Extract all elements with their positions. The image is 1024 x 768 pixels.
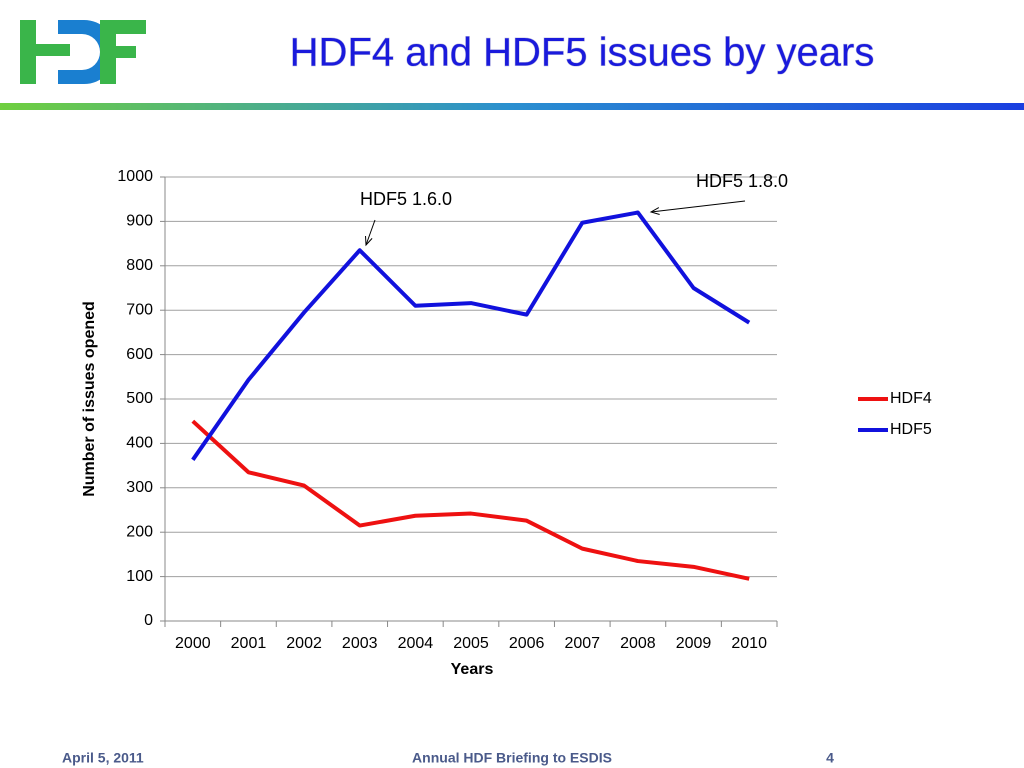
series-line xyxy=(191,419,750,581)
x-tick-label: 2007 xyxy=(564,635,600,652)
legend-label: HDF4 xyxy=(890,390,932,407)
x-tick-label: 2006 xyxy=(509,635,545,652)
annotation-arrow xyxy=(365,219,376,246)
legend-label: HDF5 xyxy=(890,421,932,438)
y-tick-label: 900 xyxy=(126,213,153,230)
series-line xyxy=(191,210,751,461)
footer-page: 4 xyxy=(826,750,834,766)
y-tick-label: 100 xyxy=(126,568,153,585)
x-tick-label: 2010 xyxy=(731,635,767,652)
y-axis-label: Number of issues opened xyxy=(81,301,98,497)
y-tick-label: 1000 xyxy=(117,168,153,185)
x-tick-label: 2009 xyxy=(676,635,712,652)
x-tick-label: 2005 xyxy=(453,635,489,652)
header-rule xyxy=(0,103,1024,110)
y-tick-label: 0 xyxy=(144,612,153,629)
y-tick-label: 200 xyxy=(126,523,153,540)
x-axis-label: Years xyxy=(451,661,494,678)
x-tick-label: 2001 xyxy=(231,635,267,652)
x-tick-label: 2000 xyxy=(175,635,211,652)
annotation-arrowhead xyxy=(365,235,373,247)
x-tick-label: 2002 xyxy=(286,635,322,652)
footer-event: Annual HDF Briefing to ESDIS xyxy=(412,750,612,766)
y-tick-label: 500 xyxy=(126,390,153,407)
footer-date: April 5, 2011 xyxy=(62,750,144,766)
slide-title: HDF4 and HDF5 issues by years xyxy=(290,31,875,75)
x-tick-label: 2003 xyxy=(342,635,378,652)
annotation: HDF5 1.8.0 xyxy=(696,171,788,191)
annotation-arrow xyxy=(650,200,746,213)
y-tick-label: 300 xyxy=(126,479,153,496)
x-tick-label: 2004 xyxy=(398,635,434,652)
y-tick-label: 600 xyxy=(126,346,153,363)
y-tick-label: 400 xyxy=(126,435,153,452)
x-tick-label: 2008 xyxy=(620,635,656,652)
logo xyxy=(20,20,146,84)
y-tick-label: 700 xyxy=(126,301,153,318)
annotation-arrowhead xyxy=(649,207,660,215)
y-tick-label: 800 xyxy=(126,257,153,274)
annotation: HDF5 1.6.0 xyxy=(360,189,452,209)
